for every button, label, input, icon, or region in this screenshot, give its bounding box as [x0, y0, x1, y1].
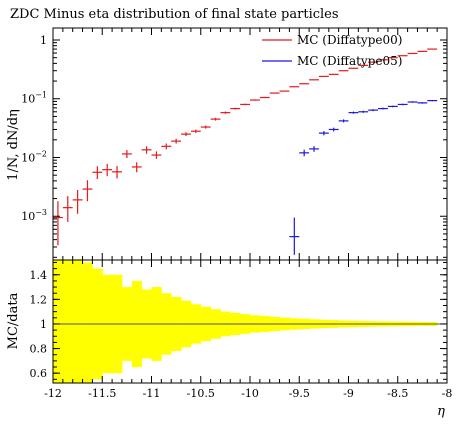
- data-point-diffatype00: [171, 139, 181, 144]
- ratio-y-tick-label: 1.2: [30, 293, 48, 306]
- y-axis-label: 1/N, dN/dη: [6, 109, 21, 181]
- data-point-diffatype05: [427, 100, 437, 101]
- data-point-diffatype00: [53, 201, 63, 245]
- data-point-diffatype00: [191, 130, 201, 133]
- data-point-diffatype00: [230, 108, 240, 110]
- ratio-band-bin: [83, 262, 93, 383]
- data-point-diffatype00: [181, 132, 191, 136]
- data-point-diffatype00: [161, 144, 171, 150]
- main-series-layer: [53, 49, 437, 255]
- data-point-diffatype05: [349, 112, 359, 114]
- data-point-diffatype05: [368, 109, 378, 111]
- data-point-diffatype05: [319, 131, 329, 135]
- x-tick-label: -11.5: [88, 387, 116, 400]
- x-tick-label: -8: [442, 387, 453, 400]
- x-tick-label: -12: [44, 387, 62, 400]
- data-point-diffatype00: [73, 190, 83, 214]
- data-point-diffatype00: [220, 112, 230, 114]
- data-point-diffatype00: [280, 91, 290, 92]
- data-point-diffatype05: [289, 218, 299, 255]
- data-point-diffatype05: [388, 106, 398, 108]
- ratio-panel: 0.6 0.8 1 1.2 1.4 -12 -11.5 -11 -10.5 -10 -9.5 -9 -…: [6, 260, 452, 419]
- ratio-y-tick-label: 1.4: [30, 269, 48, 282]
- main-panel: 10−3 10−2 10−1 1 1/N, dN/dη MC (Diffatype00…: [6, 28, 447, 260]
- y-tick-label: 10−2: [21, 149, 47, 164]
- data-point-diffatype05: [378, 108, 388, 110]
- x-axis-label: η: [437, 404, 445, 419]
- data-point-diffatype00: [112, 166, 122, 179]
- data-point-diffatype05: [339, 119, 349, 122]
- ratio-y-axis-label: MC/data: [6, 292, 21, 349]
- ratio-y-tick-label: 0.6: [30, 367, 48, 380]
- x-tick-label: -10: [241, 387, 259, 400]
- data-point-diffatype00: [63, 196, 73, 222]
- data-point-diffatype00: [201, 126, 211, 129]
- data-point-diffatype00: [152, 151, 162, 158]
- chart-title: ZDC Minus eta distribution of final stat…: [10, 7, 339, 22]
- data-point-diffatype05: [417, 102, 427, 104]
- ratio-y-tick-label: 1: [40, 318, 47, 331]
- data-point-diffatype00: [211, 118, 221, 121]
- y-tick-label: 1: [40, 34, 47, 47]
- data-point-diffatype00: [83, 180, 93, 201]
- data-point-diffatype00: [260, 97, 270, 98]
- x-tick-label: -8.5: [387, 387, 408, 400]
- data-point-diffatype00: [92, 166, 102, 179]
- ratio-y-tick-label: 0.8: [30, 343, 48, 356]
- data-point-diffatype00: [102, 164, 112, 176]
- data-point-diffatype00: [250, 99, 260, 100]
- data-point-diffatype00: [319, 76, 329, 77]
- legend-label-diffatype00: MC (Diffatype00): [297, 33, 402, 47]
- data-point-diffatype00: [240, 104, 250, 106]
- ratio-band-bin: [73, 260, 83, 383]
- data-point-diffatype00: [299, 83, 309, 84]
- data-point-diffatype00: [289, 86, 299, 87]
- data-point-diffatype05: [358, 111, 368, 113]
- y-tick-label: 10−1: [21, 91, 47, 106]
- data-point-diffatype00: [309, 80, 319, 81]
- data-point-diffatype05: [309, 146, 319, 152]
- ratio-band-layer: [53, 260, 438, 383]
- x-tick-label: -11: [143, 387, 161, 400]
- data-point-diffatype00: [270, 93, 280, 94]
- x-tick-label: -9: [343, 387, 354, 400]
- data-point-diffatype00: [122, 150, 132, 158]
- x-tick-label: -10.5: [187, 387, 215, 400]
- ratio-band-bin: [53, 260, 63, 383]
- x-tick-label: -9.5: [289, 387, 310, 400]
- data-point-diffatype05: [299, 150, 309, 157]
- legend-label-diffatype05: MC (Diffatype05): [297, 54, 402, 68]
- y-tick-label: 10−3: [21, 208, 47, 223]
- legend: MC (Diffatype00) MC (Diffatype05): [262, 33, 402, 68]
- data-point-diffatype00: [132, 162, 142, 172]
- data-point-diffatype05: [408, 101, 418, 102]
- data-point-diffatype05: [398, 104, 408, 106]
- ratio-band-bin: [63, 260, 73, 383]
- data-point-diffatype00: [142, 146, 152, 153]
- data-point-diffatype05: [329, 128, 339, 132]
